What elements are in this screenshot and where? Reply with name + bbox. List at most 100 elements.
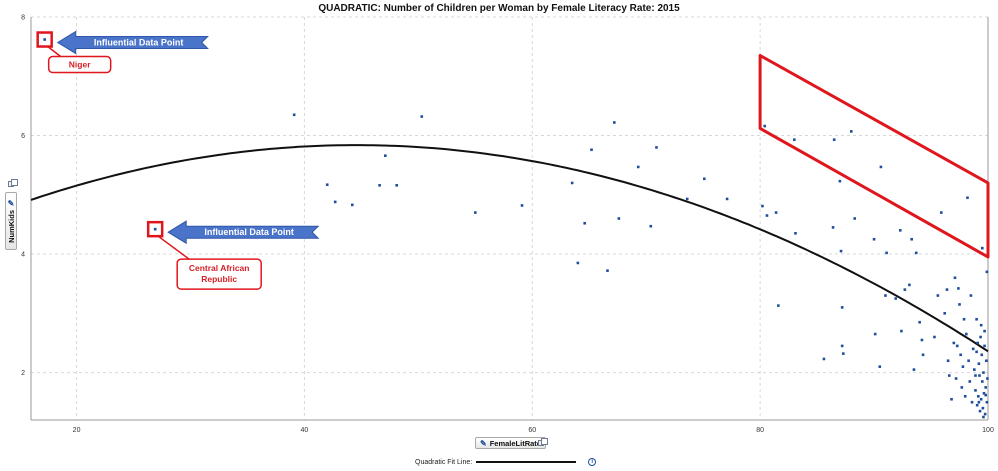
data-point [943,312,947,315]
data-point [969,294,973,297]
x-tick-label: 80 [756,427,764,434]
copy-icon[interactable] [538,438,548,446]
annotation-arrow-label: Influential Data Point [94,38,184,48]
data-point [975,403,979,407]
influential-point-marker [146,220,164,238]
data-point [832,138,836,141]
data-point [982,371,985,374]
data-point [879,165,883,169]
data-point [420,115,424,118]
data-point [963,394,967,398]
data-point [947,374,951,377]
data-point [980,353,984,357]
info-icon[interactable]: i [588,458,597,466]
data-point [350,203,354,207]
data-point [763,124,766,128]
x-axis-variable-button[interactable]: ✎ FemaleLitRate [475,437,546,449]
data-point [959,353,962,357]
data-point [984,386,988,389]
data-point [838,179,842,183]
data-point [43,38,46,41]
data-point [765,214,769,217]
callout-connector [157,235,190,260]
data-point [900,329,903,333]
x-axis-label: FemaleLitRate [489,438,541,448]
callout-connector [47,45,62,58]
legend-swatch [476,461,577,463]
data-point [576,261,580,265]
data-point [885,251,888,255]
data-point [921,353,925,357]
y-axis-variable-button[interactable]: ✎ NumKids [5,192,17,250]
data-point [777,304,780,307]
x-tick-label: 100 [982,427,994,434]
data-point [950,397,953,401]
data-point [957,287,960,290]
y-tick-label: 4 [21,252,25,259]
data-point [974,374,977,377]
data-point [933,335,936,339]
axes: 20 40 60 80 100 2 4 6 8 [21,15,994,435]
data-point [378,184,381,187]
data-point [979,335,982,339]
data-point [939,211,943,214]
y-tick-label: 2 [21,370,25,377]
x-tick-label: 40 [301,427,309,434]
data-point [822,357,826,361]
data-point [873,332,877,336]
data-point [761,204,764,208]
data-point [977,394,980,398]
fit-curve-layer [30,144,989,353]
pencil-icon: ✎ [7,199,15,209]
data-point [981,406,985,410]
data-point [946,359,950,363]
x-tick-label: 20 [73,427,81,434]
data-point [520,204,524,207]
x-tick-label: 60 [528,427,536,434]
callout-label: Niger [69,60,91,70]
data-point [894,297,898,300]
callout-label: Republic [201,274,237,284]
data-point [898,229,902,232]
data-point [945,288,949,291]
data-point [983,344,986,348]
data-point [725,197,729,201]
data-point [325,183,329,187]
data-point [955,344,959,348]
data-point [292,113,296,117]
data-point [655,146,658,149]
data-point [793,138,796,141]
data-point [960,386,964,389]
data-point [831,226,835,229]
callout-label: Central African [189,263,250,273]
data-point [617,217,621,220]
data-point [981,380,984,383]
data-point [977,362,981,365]
data-point [967,359,970,363]
data-point [912,368,916,371]
data-point [975,317,978,321]
data-point [583,221,586,225]
data-point [983,329,986,333]
data-point [884,294,887,297]
data-point [474,211,477,214]
grid [31,16,988,420]
data-point [982,415,985,419]
data-point [974,389,977,392]
data-point [908,283,911,287]
data-point [975,350,978,354]
data-point [606,269,609,272]
data-point [613,121,616,124]
influential-point-marker [36,31,53,48]
data-point [853,217,857,220]
data-point [983,412,987,416]
data-point [878,365,882,368]
data-point [570,181,574,185]
data-point [649,224,653,228]
data-point [986,377,989,380]
copy-icon[interactable] [8,179,18,187]
data-point [903,288,907,291]
y-tick-label: 6 [21,133,25,140]
